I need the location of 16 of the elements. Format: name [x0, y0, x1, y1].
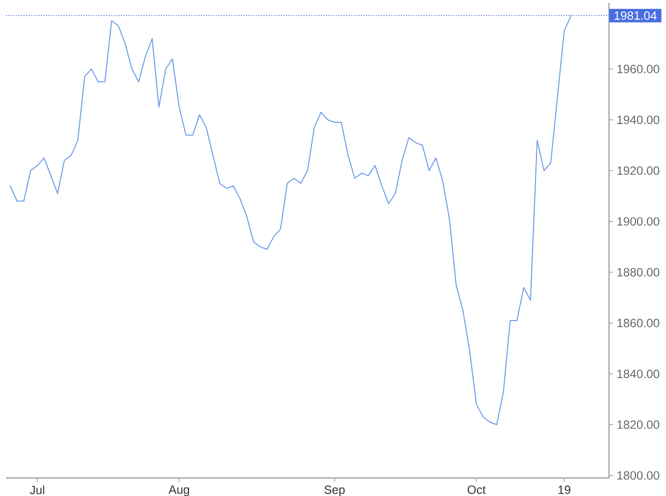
x-tick-label: Jul	[30, 486, 44, 494]
x-tick-label: Oct	[468, 486, 486, 494]
y-tick-label: 1960.00	[617, 64, 660, 74]
y-tick-label: 1840.00	[617, 370, 660, 378]
y-tick-label: 1900.00	[617, 217, 660, 226]
y-tick-label: 1860.00	[617, 318, 660, 328]
line-series	[10, 15, 572, 426]
y-tick-label: 1800.00	[617, 471, 660, 480]
y-tick-label: 1920.00	[617, 166, 660, 175]
y-tick-label: 1820.00	[617, 420, 660, 429]
x-tick-label: 19	[558, 486, 570, 494]
x-tick-label: Sep	[324, 486, 345, 496]
ref-line-label: 1981.04	[614, 11, 657, 20]
y-tick-label: 1880.00	[617, 268, 660, 276]
x-tick-label: Aug	[168, 486, 190, 496]
y-tick-label: 1940.00	[617, 116, 660, 124]
